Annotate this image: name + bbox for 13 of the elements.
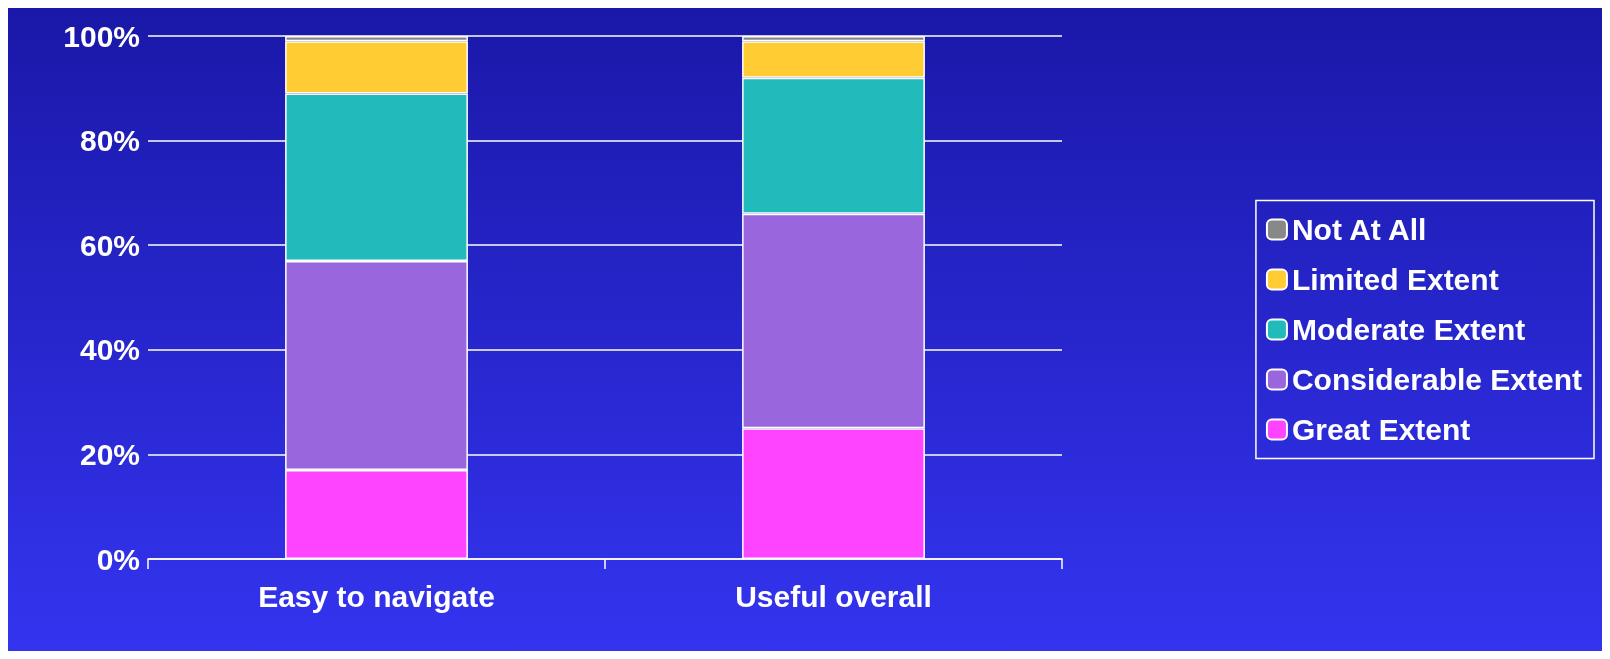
legend-label: Moderate Extent xyxy=(1291,313,1526,346)
x-tick-label: Useful overall xyxy=(735,579,932,613)
x-tick-label: Easy to navigate xyxy=(258,579,495,613)
y-tick-label: 40% xyxy=(79,333,140,367)
legend-label: Considerable Extent xyxy=(1291,363,1583,396)
y-tick-label: 80% xyxy=(79,124,140,158)
y-tick-label: 0% xyxy=(96,542,140,576)
y-tick-label: 60% xyxy=(79,228,140,262)
legend-label: Not At All xyxy=(1291,213,1427,246)
legend-label: Limited Extent xyxy=(1291,263,1499,296)
legend-label: Great Extent xyxy=(1291,413,1471,446)
y-tick-label: 100% xyxy=(63,19,140,53)
y-tick-label: 20% xyxy=(79,437,140,471)
